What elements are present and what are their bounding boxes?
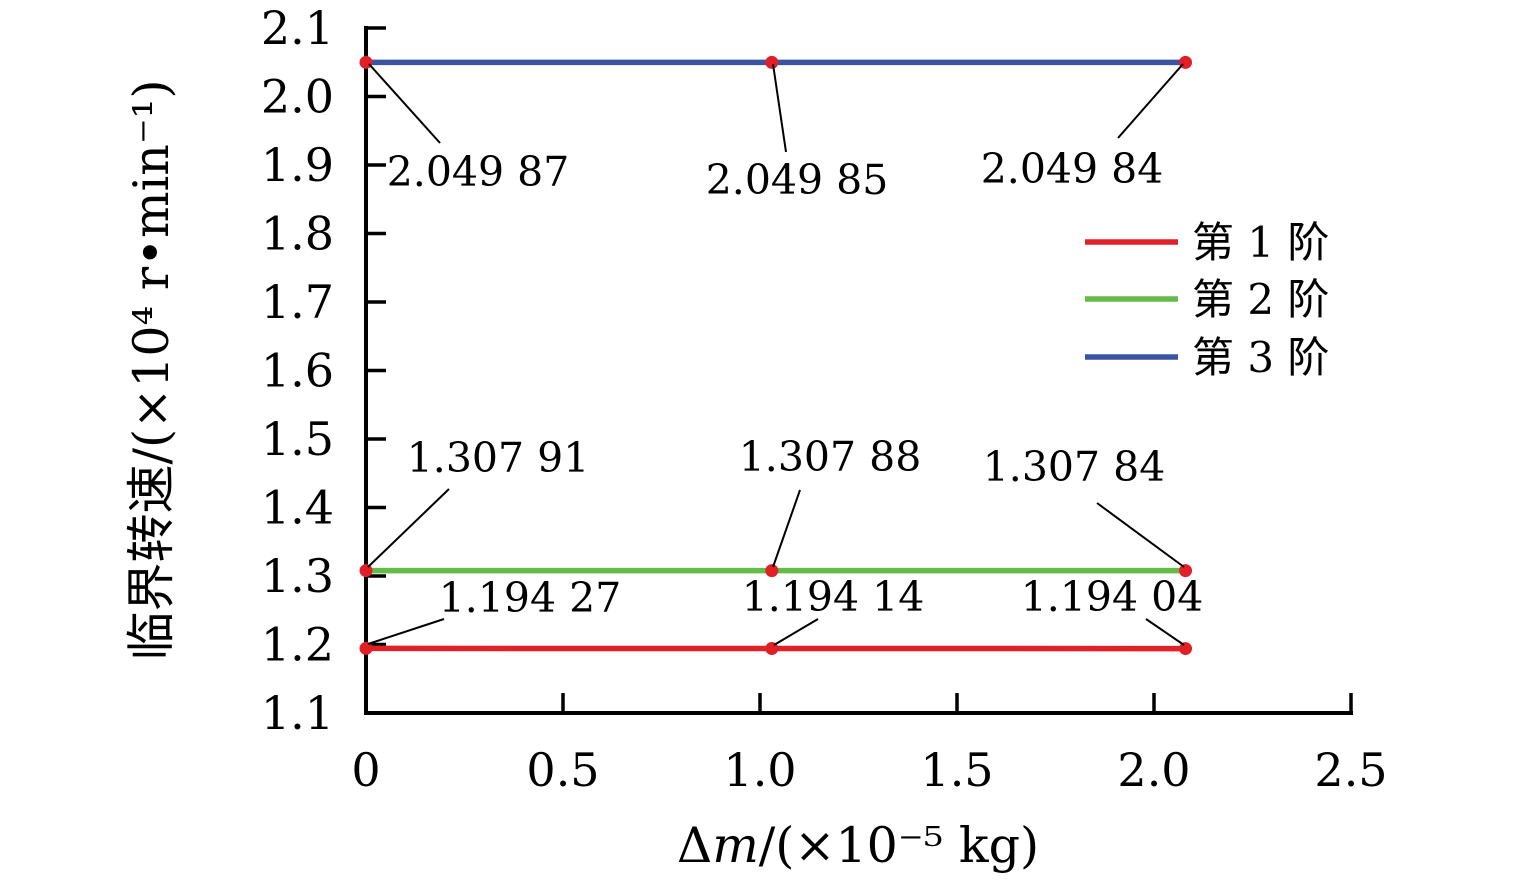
y-tick-label: 1.2 [261,618,334,672]
data-point-marker-s3-p2 [765,55,779,69]
x-tick-label: 2.0 [1117,743,1190,797]
annotation-leader-s3-p3 [1117,63,1184,139]
annotation-leader-s2-p2 [772,489,801,568]
annotation-leader-s2-p1 [367,488,450,568]
legend-label-3: 第 3 阶 [1192,333,1329,382]
annotation-leader-s1-p1 [367,618,445,645]
y-tick-label: 1.3 [261,549,334,603]
annotation-leader-s3-p1 [368,63,441,144]
x-axis-title-prefix: Δ [677,817,712,874]
legend-label-2: 第 2 阶 [1192,275,1329,324]
annotation-label-s3-p3: 2.049 84 [981,145,1164,193]
annotation-label-s2-p3: 1.307 84 [983,443,1166,491]
y-tick-label: 2.1 [261,1,334,55]
annotation-leader-s3-p2 [772,63,787,153]
y-tick-label: 1.4 [261,481,334,535]
x-axis-title-variable: m [712,817,758,874]
annotation-label-s3-p2: 2.049 85 [706,156,889,204]
annotation-label-s1-p1: 1.194 27 [439,574,622,622]
y-tick-label: 1.8 [261,207,334,261]
y-axis-title: 临界转速/(×10⁴ r•min⁻¹) [123,80,180,661]
annotation-leader-s2-p3 [1096,502,1185,568]
y-tick-label: 1.7 [261,275,334,329]
data-point-marker-s2-p3 [1179,564,1193,578]
data-point-marker-s1-p3 [1179,642,1193,656]
annotation-label-s3-p1: 2.049 87 [387,148,570,196]
axes-frame [364,26,1353,715]
data-point-marker-s2-p2 [765,564,779,578]
y-tick-label: 1.6 [261,344,334,398]
annotation-leader-s1-p2 [773,618,819,646]
legend-label-1: 第 1 阶 [1192,218,1329,267]
y-tick-label: 1.9 [261,138,334,192]
data-point-marker-s2-p1 [359,564,373,578]
x-tick-label: 0 [351,743,380,797]
x-tick-label: 2.5 [1314,743,1387,797]
annotation-label-s1-p2: 1.194 14 [742,573,925,621]
annotation-label-s2-p2: 1.307 88 [739,433,922,481]
annotation-label-s1-p3: 1.194 04 [1021,573,1204,621]
x-tick-label: 1.5 [920,743,993,797]
y-tick-label: 2.0 [261,70,334,124]
annotation-label-s2-p1: 1.307 91 [407,434,590,482]
annotation-leader-s1-p3 [1145,618,1185,646]
data-point-marker-s1-p1 [359,641,373,655]
y-tick-label: 1.1 [261,686,334,740]
y-tick-label: 1.5 [261,412,334,466]
x-tick-label: 0.5 [526,743,599,797]
x-tick-label: 1.0 [723,743,796,797]
x-axis-title: Δm/(×10⁻⁵ kg) [677,817,1039,874]
x-axis-title-suffix: /(×10⁻⁵ kg) [759,817,1039,874]
